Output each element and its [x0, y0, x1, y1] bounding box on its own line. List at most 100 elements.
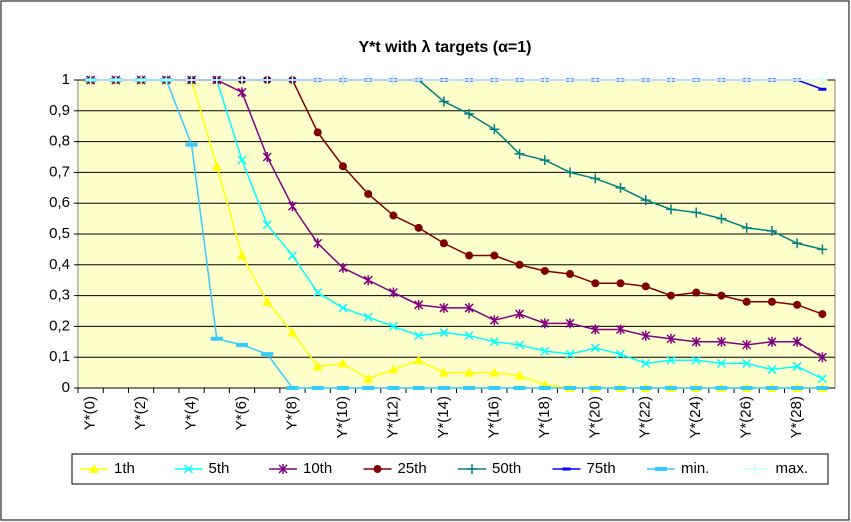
marker [818, 310, 827, 319]
marker [655, 467, 667, 471]
marker [286, 386, 299, 390]
marker [262, 296, 273, 306]
x-tick-label: Y*(18) [536, 396, 553, 439]
y-tick-label: 1 [62, 71, 70, 88]
marker [414, 299, 424, 310]
marker [538, 386, 551, 390]
x-tick-label: Y*(20) [586, 396, 603, 439]
marker [287, 75, 298, 85]
marker [716, 75, 727, 85]
marker [489, 124, 500, 135]
legend-label: 5th [209, 460, 230, 477]
marker [439, 239, 448, 248]
marker [716, 213, 727, 224]
marker [464, 302, 474, 313]
marker [439, 328, 449, 338]
marker [136, 75, 147, 85]
marker [312, 361, 323, 371]
marker [439, 302, 449, 313]
marker [641, 282, 650, 291]
marker [438, 75, 449, 85]
marker [362, 386, 375, 390]
legend-label: 10th [303, 460, 332, 477]
marker [414, 223, 423, 232]
marker [210, 336, 223, 341]
marker [388, 75, 399, 85]
legend-label: 50th [492, 460, 521, 477]
y-tick-label: 0,1 [49, 348, 70, 365]
marker [515, 340, 525, 350]
marker [464, 367, 475, 377]
marker [387, 386, 400, 390]
marker [565, 318, 575, 329]
marker [413, 355, 424, 365]
marker [183, 464, 194, 474]
marker [590, 343, 600, 353]
marker [85, 75, 96, 85]
y-tick-label: 0,9 [49, 102, 70, 119]
marker [489, 315, 499, 326]
marker [211, 75, 222, 85]
marker [463, 386, 476, 390]
marker [338, 162, 347, 171]
marker [513, 386, 526, 390]
legend-label: 75th [587, 460, 616, 477]
marker [467, 464, 477, 474]
marker [666, 291, 675, 300]
marker [338, 262, 348, 273]
marker [566, 270, 575, 279]
marker [489, 75, 500, 85]
marker [236, 342, 249, 347]
marker [464, 75, 475, 85]
marker [565, 349, 575, 359]
marker [539, 75, 550, 85]
marker [278, 464, 288, 474]
marker [363, 275, 373, 286]
marker [615, 75, 626, 85]
marker [312, 75, 323, 85]
marker [237, 75, 248, 85]
marker [742, 297, 751, 306]
legend-label: 1th [114, 460, 135, 477]
marker [412, 386, 425, 390]
marker [765, 386, 778, 390]
marker [640, 75, 651, 85]
marker [715, 386, 728, 390]
marker [438, 367, 449, 377]
marker [262, 220, 272, 230]
marker [690, 386, 703, 390]
x-tick-label: Y*(22) [637, 396, 654, 439]
marker [262, 152, 272, 162]
marker [741, 75, 752, 85]
marker [817, 374, 827, 384]
marker [414, 331, 424, 341]
x-tick-label: Y*(24) [687, 396, 704, 439]
marker [261, 352, 274, 357]
marker [562, 467, 571, 471]
marker [792, 336, 802, 347]
marker [792, 75, 803, 85]
marker [792, 361, 802, 371]
marker [437, 386, 450, 390]
marker [817, 75, 828, 85]
marker [817, 352, 827, 363]
marker [388, 321, 398, 331]
marker [641, 358, 651, 368]
marker [665, 75, 676, 85]
marker [489, 337, 499, 347]
marker [363, 75, 374, 85]
marker [641, 330, 651, 341]
marker [363, 312, 373, 322]
marker [741, 222, 752, 233]
marker [488, 386, 501, 390]
marker [615, 182, 626, 193]
marker [438, 96, 449, 107]
x-tick-label: Y*(10) [334, 396, 351, 439]
y-tick-label: 0,7 [49, 163, 70, 180]
marker [287, 201, 298, 212]
marker [639, 386, 652, 390]
marker [389, 211, 398, 220]
legend-label: min. [681, 460, 709, 477]
marker [565, 75, 576, 85]
